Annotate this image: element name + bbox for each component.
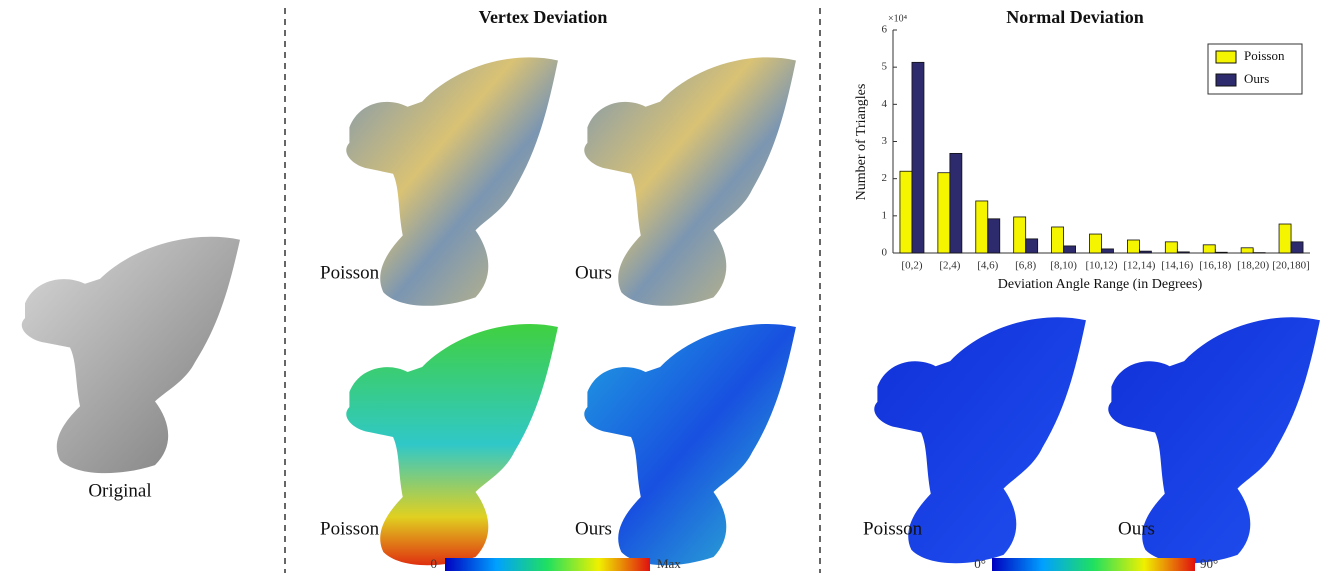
x-tick-label: [8,10) [1050,260,1077,272]
x-tick-label: [2,4) [939,260,960,272]
label: Poisson [320,518,380,539]
bar [911,61,925,254]
colorbar [445,558,650,571]
y-tick-label: 6 [882,24,888,36]
y-tick-label: 1 [882,209,888,221]
y-axis-label: Number of Triangles [854,84,869,201]
colorbar-label: Max [657,556,681,571]
bar [987,218,1001,254]
x-tick-label: [4,6) [977,260,998,272]
bar [1176,251,1190,254]
x-axis-label: Deviation Angle Range (in Degrees) [998,277,1203,292]
bar [1202,244,1216,254]
bar [937,172,951,254]
bar [1063,245,1076,254]
bar [1164,241,1178,254]
label: Poisson [863,518,923,539]
bar [1025,238,1039,254]
chart-title: Normal Deviation [1006,7,1143,27]
bar [1290,241,1304,254]
x-tick-label: [16,18) [1199,260,1231,272]
x-tick-label: [0,2) [901,260,922,272]
colorbar-label: 90° [1200,556,1218,571]
y-tick-label: 4 [882,98,888,110]
render-ours [584,323,796,566]
bar [1013,216,1027,254]
bar [1214,251,1228,254]
bar [975,200,989,254]
bar [1089,233,1102,254]
legend-swatch [1215,50,1237,64]
x-tick-label: [18,20) [1237,260,1269,272]
y-tick-label: 2 [882,172,888,184]
y-scale-label: ×10⁴ [888,13,908,24]
bar [1127,239,1140,254]
colorbar-label: 0 [431,556,438,571]
bar [1101,248,1114,254]
bar [1278,223,1292,254]
y-tick-label: 3 [882,135,888,147]
legend-label: Ours [1244,71,1269,86]
x-tick-label: [6,8) [1015,260,1036,272]
label: Ours [1118,518,1155,539]
bar [1240,247,1254,254]
x-tick-label: [10,12) [1085,260,1117,272]
title: Vertex Deviation [479,7,608,27]
colorbar [992,558,1195,571]
label: Original [88,480,151,501]
bar [1051,226,1064,254]
y-tick-label: 0 [882,247,888,259]
y-tick-label: 5 [882,61,888,73]
label: Ours [575,518,612,539]
bar [899,170,913,254]
render-ours [584,57,796,306]
x-tick-label: [12,14) [1123,260,1155,272]
x-tick-label: [14,16) [1161,260,1193,272]
legend-label: Poisson [1244,48,1285,63]
x-tick-label: [20,180] [1272,260,1310,272]
bar [1139,250,1152,254]
colorbar-label: 0° [974,556,986,571]
legend-swatch [1215,73,1237,87]
render-original [21,236,240,474]
label: Poisson [320,262,380,283]
label: Ours [575,262,612,283]
bar [949,152,963,254]
